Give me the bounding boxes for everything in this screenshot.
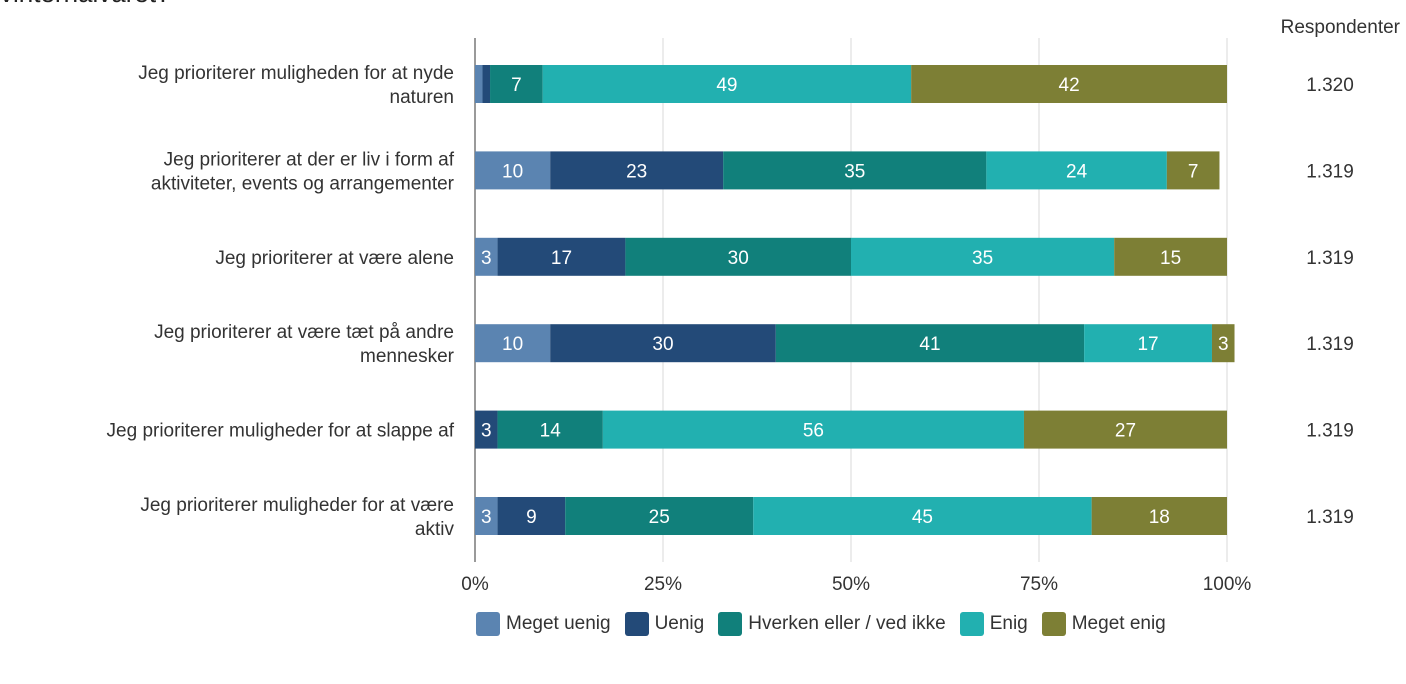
data-label: 25 (649, 507, 670, 528)
legend-label: Uenig (654, 613, 705, 634)
bar-segment (753, 497, 1092, 535)
bar-segment (1084, 324, 1212, 363)
data-label: 35 (844, 161, 865, 182)
respondents-value: 1.319 (1306, 248, 1354, 269)
category-label: aktiviteter, events og arrangementer (151, 173, 455, 194)
data-label: 7 (511, 75, 522, 96)
category-label: naturen (390, 87, 454, 108)
respondents-value: 1.320 (1306, 75, 1354, 96)
bar-segment (851, 237, 1115, 276)
chart-title: vinterhalvåret? (0, 0, 171, 9)
category-label: Jeg prioriterer muligheder for at være (140, 495, 454, 516)
legend-swatch (959, 612, 984, 636)
legend-label: Meget uenig (506, 613, 611, 634)
respondents-value: 1.319 (1306, 334, 1354, 355)
data-label: 10 (502, 161, 523, 182)
bar-segment (497, 237, 626, 276)
x-tick-label: 0% (461, 574, 489, 595)
category-label: Jeg prioriterer at være alene (215, 248, 454, 269)
bar-segment (602, 410, 1024, 449)
bar-segment (1114, 237, 1227, 276)
data-label: 15 (1160, 248, 1181, 269)
category-label: Jeg prioriterer muligheden for at nyde (138, 63, 454, 84)
respondents-value: 1.319 (1306, 507, 1354, 528)
respondents-value: 1.319 (1306, 421, 1354, 442)
legend-label: Hverken eller / ved ikke (748, 613, 946, 634)
bar-segment (475, 151, 551, 190)
data-label: 30 (652, 334, 673, 355)
legend-swatch (624, 612, 649, 636)
data-label: 18 (1149, 507, 1170, 528)
x-tick-label: 50% (832, 574, 870, 595)
data-label: 3 (1218, 334, 1229, 355)
category-label: Jeg prioriterer at være tæt på andre (154, 322, 454, 343)
legend-swatch (1041, 612, 1066, 636)
x-tick-label: 75% (1020, 574, 1058, 595)
data-label: 41 (919, 334, 940, 355)
data-label: 7 (1188, 161, 1199, 182)
data-label: 42 (1059, 75, 1080, 96)
bar-segment (1091, 497, 1227, 535)
bar-segment (986, 151, 1167, 190)
legend-swatch (718, 612, 743, 636)
bar-segment (475, 410, 498, 449)
bar-segment (475, 324, 551, 363)
category-label: aktiv (415, 519, 455, 540)
bar-segment (497, 410, 603, 449)
legend-item: Meget enig (1041, 612, 1166, 636)
legend-item: Meget uenig (476, 612, 611, 636)
legend-item: Hverken eller / ved ikke (718, 612, 946, 636)
bar-segment (550, 151, 724, 190)
x-tick-label: 25% (644, 574, 682, 595)
bar-segment (475, 65, 483, 103)
data-label: 10 (502, 334, 523, 355)
respondents-header: Respondenter (1281, 17, 1401, 38)
legend-label: Meget enig (1071, 613, 1166, 634)
category-label: mennesker (360, 346, 455, 367)
stacked-bar-chart: 0% 25% 50% 75% 100% Respondenter Jeg prioriter… (107, 17, 1401, 595)
bar-segment (497, 497, 566, 535)
bar-segment (1211, 324, 1235, 363)
bar-segment (911, 65, 1227, 103)
bar-segment (565, 497, 754, 535)
data-label: 49 (716, 75, 737, 96)
bar-segment (1023, 410, 1227, 449)
bar-segment (723, 151, 987, 190)
bar-segment (490, 65, 543, 103)
data-label: 17 (551, 248, 572, 269)
bar-segment (475, 497, 498, 535)
data-label: 24 (1066, 161, 1088, 182)
bar-segment (550, 324, 776, 363)
category-label: Jeg prioriterer at der er liv i form af (164, 149, 455, 170)
legend-item: Enig (959, 612, 1028, 636)
bar-segment (475, 237, 498, 276)
data-label: 3 (481, 421, 492, 442)
legend-item: Uenig (624, 612, 705, 636)
x-tick-label: 100% (1203, 574, 1252, 595)
data-label: 9 (526, 507, 537, 528)
category-label: Jeg prioriterer muligheder for at slappe… (107, 421, 455, 442)
bar-segment (482, 65, 491, 103)
data-label: 35 (972, 248, 993, 269)
chart-legend: Meget uenig Uenig Hverken eller / ved ikke… (476, 612, 1176, 636)
data-label: 14 (540, 421, 562, 442)
data-label: 30 (728, 248, 749, 269)
data-label: 17 (1137, 334, 1158, 355)
data-label: 27 (1115, 421, 1136, 442)
data-label: 3 (481, 248, 492, 269)
data-label: 23 (626, 161, 647, 182)
data-label: 3 (481, 507, 492, 528)
data-label: 56 (803, 421, 824, 442)
bar-segment (625, 237, 851, 276)
bar-segment (1166, 151, 1220, 190)
respondents-value: 1.319 (1306, 161, 1354, 182)
legend-label: Enig (989, 613, 1028, 634)
bar-segment (775, 324, 1085, 363)
legend-swatch (476, 612, 500, 636)
data-label: 45 (912, 507, 933, 528)
bar-segment (542, 65, 912, 103)
